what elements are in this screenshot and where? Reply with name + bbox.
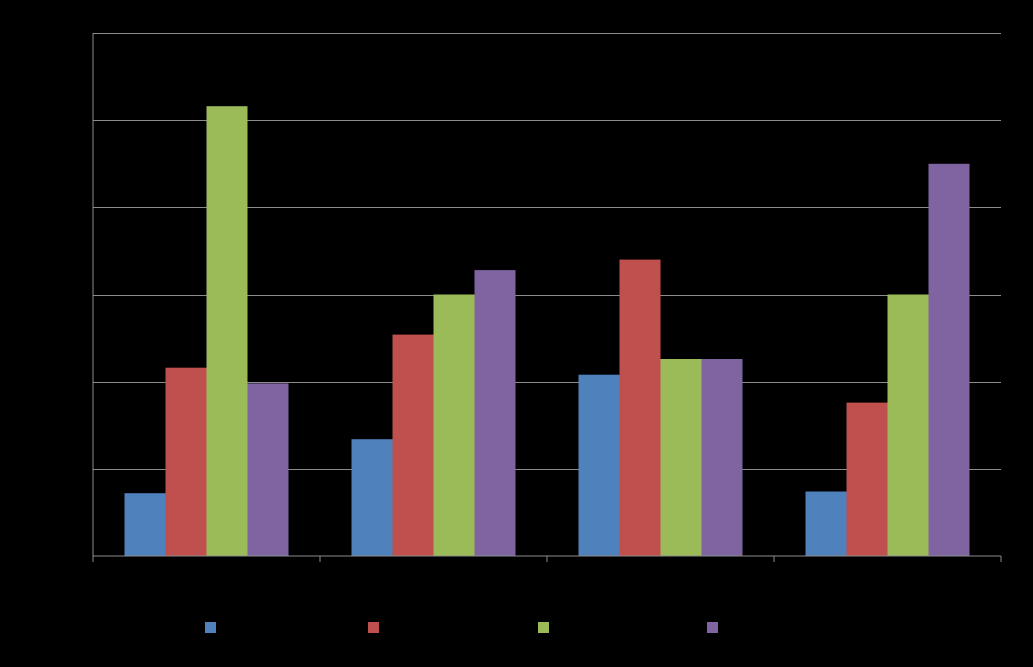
bar [805,491,847,556]
bar [474,270,516,556]
bar [619,259,661,556]
bar [247,383,289,556]
bar [165,367,207,556]
bars [124,106,970,557]
legend-swatch [707,622,718,633]
legend-swatch [538,622,549,633]
bar [660,359,702,556]
legend-swatch [368,622,379,633]
bar [887,294,929,556]
bar [928,163,970,557]
bar [578,374,620,556]
legend-swatch [205,622,216,633]
bar [124,493,166,556]
bar [846,402,888,556]
bar [433,294,475,556]
bar [351,439,393,556]
legend [205,622,718,633]
bar [392,334,434,556]
bar [701,359,743,556]
x-axis-ticks [92,556,1002,562]
bar [206,106,248,556]
